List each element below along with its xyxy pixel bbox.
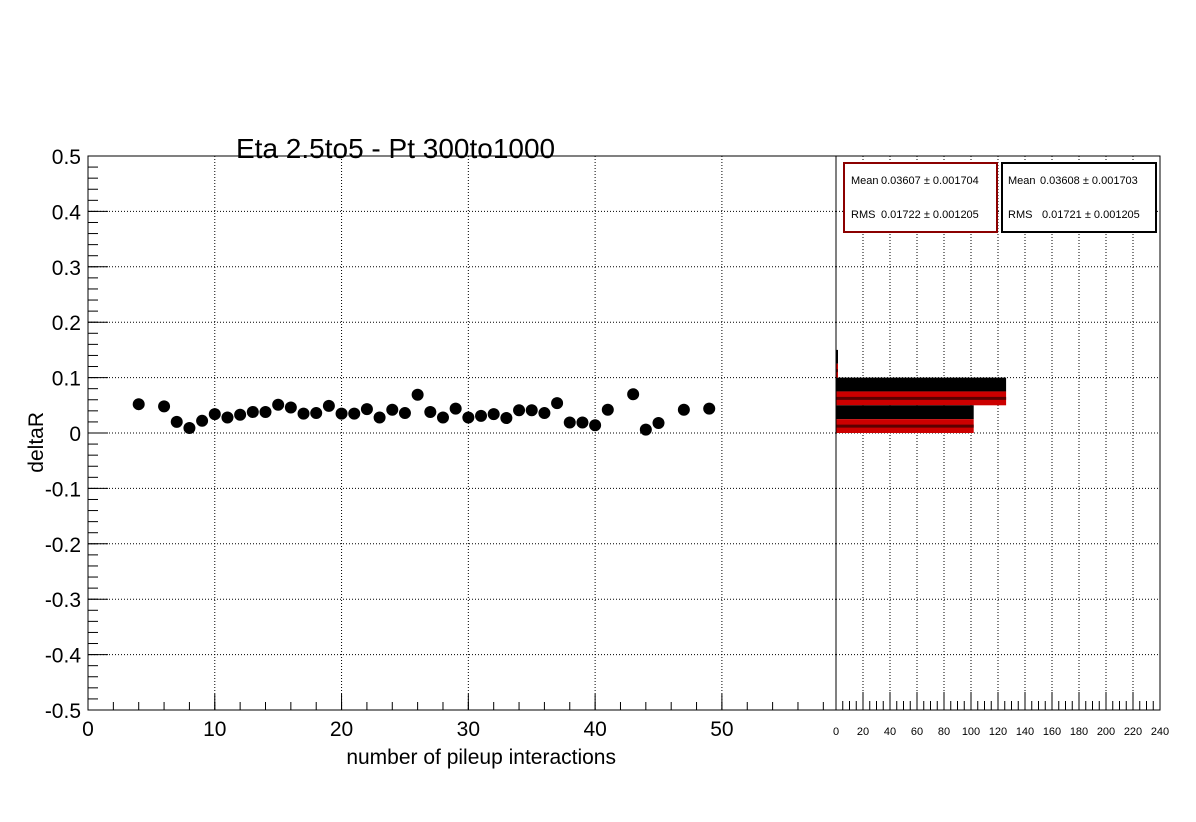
side-x-tick-label: 0: [833, 726, 839, 738]
x-tick-label: 0: [82, 718, 94, 741]
stats-mean-value: 0.03607 ± 0.001704: [881, 175, 979, 187]
stats-rms-label: RMS: [851, 209, 875, 221]
side-x-tick-label: 100: [962, 726, 980, 738]
main-plot-grid: [88, 156, 836, 710]
side-plot-ticks: [835, 692, 1161, 710]
side-x-tick-label: 120: [989, 726, 1007, 738]
data-point: [183, 422, 196, 435]
data-point: [398, 407, 411, 420]
stats-mean-label: Mean: [851, 175, 879, 187]
y-tick-label: -0.1: [45, 478, 81, 501]
main-plot-ticks: [87, 155, 824, 711]
y-axis-label: deltaR: [25, 412, 48, 473]
x-tick-label: 50: [710, 718, 733, 741]
side-x-tick-label: 80: [938, 726, 950, 738]
data-point: [449, 402, 462, 415]
x-axis-label: number of pileup interactions: [346, 746, 616, 769]
data-point: [373, 411, 386, 424]
x-tick-label: 40: [583, 718, 606, 741]
stats-rms-value: 0.01721 ± 0.001205: [1042, 209, 1140, 221]
stats-mean-label: Mean: [1008, 175, 1036, 187]
x-tick-label: 20: [330, 718, 353, 741]
histogram-bar-black: [836, 405, 974, 420]
side-plot-frame: [835, 155, 1161, 711]
data-point: [196, 414, 209, 427]
data-point: [208, 408, 221, 421]
x-tick-labels: 0 10 20 30 40 50: [82, 718, 733, 741]
data-point: [297, 407, 310, 420]
data-point: [284, 401, 297, 414]
stats-box-red: Mean 0.03607 ± 0.001704 RMS 0.01722 ± 0.…: [843, 162, 998, 233]
histogram-bars: [836, 349, 1007, 433]
scatter-points: [132, 388, 716, 436]
data-point: [272, 398, 285, 411]
data-point: [411, 388, 424, 401]
y-tick-label: 0.5: [52, 146, 81, 169]
x-tick-label: 10: [203, 718, 226, 741]
data-point: [677, 403, 690, 416]
data-point: [424, 405, 437, 418]
data-point: [563, 416, 576, 429]
data-point: [322, 399, 335, 412]
y-tick-label: 0.3: [52, 257, 81, 280]
x-tick-label: 30: [457, 718, 480, 741]
data-point: [538, 407, 551, 420]
stats-rms-label: RMS: [1008, 209, 1032, 221]
data-point: [601, 403, 614, 416]
side-x-tick-label: 220: [1124, 726, 1142, 738]
side-x-tick-label: 240: [1151, 726, 1169, 738]
data-point: [234, 408, 247, 421]
y-tick-label: 0.4: [52, 201, 82, 224]
y-tick-label: -0.2: [45, 534, 81, 557]
data-point: [576, 416, 589, 429]
data-point: [348, 407, 361, 420]
data-point: [627, 388, 640, 401]
data-point: [259, 405, 272, 418]
data-point: [246, 405, 259, 418]
histogram-bar-black: [836, 377, 1007, 392]
data-point: [158, 400, 171, 413]
data-point: [462, 411, 475, 424]
data-point: [132, 398, 145, 411]
side-x-tick-label: 140: [1016, 726, 1034, 738]
y-tick-label: 0.2: [52, 312, 81, 335]
y-tick-labels: 0.5 0.4 0.3 0.2 0.1 0 -0.1 -0.2 -0.3 -0.4 -0.5: [45, 146, 82, 723]
side-x-tick-label: 180: [1070, 726, 1088, 738]
data-point: [310, 407, 323, 420]
data-point: [487, 408, 500, 421]
data-point: [436, 411, 449, 424]
data-point: [513, 404, 526, 417]
data-point: [170, 415, 183, 428]
data-point: [335, 407, 348, 420]
side-x-tick-label: 160: [1043, 726, 1061, 738]
histogram-bar-black: [836, 349, 838, 364]
stats-box-black: Mean 0.03608 ± 0.001703 RMS 0.01721 ± 0.…: [1001, 162, 1157, 233]
data-point: [589, 419, 602, 432]
main-plot-frame: [87, 155, 837, 711]
data-point: [652, 417, 665, 430]
y-tick-label: -0.4: [45, 645, 82, 668]
data-point: [221, 411, 234, 424]
side-x-tick-labels: 0 20 40 60 80 100 120 140 160 180 200 220 240: [833, 726, 1169, 738]
chart-title: Eta 2.5to5 - Pt 300to1000: [236, 133, 555, 164]
data-point: [475, 409, 488, 422]
side-x-tick-label: 20: [857, 726, 869, 738]
data-point: [525, 404, 538, 417]
side-x-tick-label: 60: [911, 726, 923, 738]
stats-rms-value: 0.01722 ± 0.001205: [881, 209, 979, 221]
y-tick-label: 0.1: [52, 368, 81, 391]
stats-mean-value: 0.03608 ± 0.001703: [1040, 175, 1138, 187]
data-point: [360, 403, 373, 416]
y-tick-label: -0.3: [45, 589, 81, 612]
data-point: [551, 397, 564, 410]
data-point: [386, 403, 399, 416]
y-tick-label: -0.5: [45, 700, 81, 723]
y-tick-label: 0: [69, 423, 81, 446]
side-x-tick-label: 200: [1097, 726, 1115, 738]
data-point: [703, 402, 716, 415]
data-point: [500, 412, 513, 425]
side-x-tick-label: 40: [884, 726, 896, 738]
data-point: [639, 423, 652, 436]
